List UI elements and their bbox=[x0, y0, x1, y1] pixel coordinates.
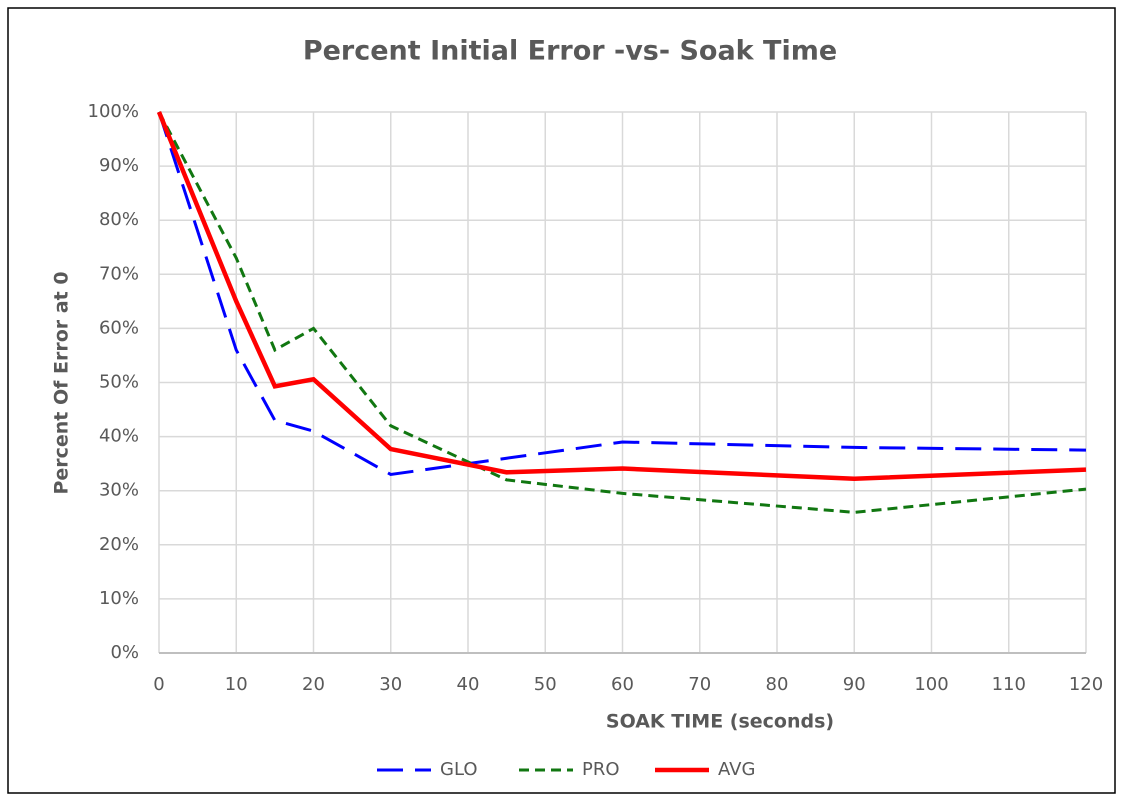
y-tick-label: 90% bbox=[99, 155, 139, 176]
chart-title: Percent Initial Error -vs- Soak Time bbox=[303, 36, 837, 67]
x-tick-label: 110 bbox=[992, 674, 1026, 695]
x-tick-label: 70 bbox=[688, 674, 711, 695]
y-tick-label: 20% bbox=[99, 534, 139, 555]
y-tick-label: 40% bbox=[99, 426, 139, 447]
x-tick-label: 20 bbox=[302, 674, 325, 695]
y-tick-label: 50% bbox=[99, 372, 139, 393]
legend-label: GLO bbox=[440, 759, 478, 780]
legend-label: AVG bbox=[718, 759, 755, 780]
x-tick-label: 100 bbox=[914, 674, 948, 695]
legend-label: PRO bbox=[582, 759, 620, 780]
x-tick-label: 50 bbox=[534, 674, 557, 695]
x-tick-label: 90 bbox=[843, 674, 866, 695]
series-line bbox=[156, 111, 1087, 482]
y-tick-label: 100% bbox=[88, 101, 139, 122]
y-tick-label: 80% bbox=[99, 209, 139, 230]
chart-frame bbox=[7, 7, 1116, 794]
y-tick-label: 30% bbox=[99, 480, 139, 501]
x-tick-label: 60 bbox=[611, 674, 634, 695]
series-line bbox=[157, 111, 1087, 477]
x-tick-label: 30 bbox=[379, 674, 402, 695]
y-tick-label: 70% bbox=[99, 263, 139, 284]
x-tick-label: 10 bbox=[225, 674, 248, 695]
x-axis-label: SOAK TIME (seconds) bbox=[606, 711, 834, 733]
series-line bbox=[157, 111, 1087, 514]
y-tick-label: 60% bbox=[99, 317, 139, 338]
x-tick-label: 80 bbox=[766, 674, 789, 695]
y-tick-label: 0% bbox=[110, 642, 139, 663]
x-tick-label: 0 bbox=[153, 674, 164, 695]
y-tick-label: 10% bbox=[99, 588, 139, 609]
x-tick-label: 40 bbox=[457, 674, 480, 695]
y-axis-label: Percent Of Error at 0 bbox=[51, 271, 73, 494]
x-tick-label: 120 bbox=[1069, 674, 1103, 695]
